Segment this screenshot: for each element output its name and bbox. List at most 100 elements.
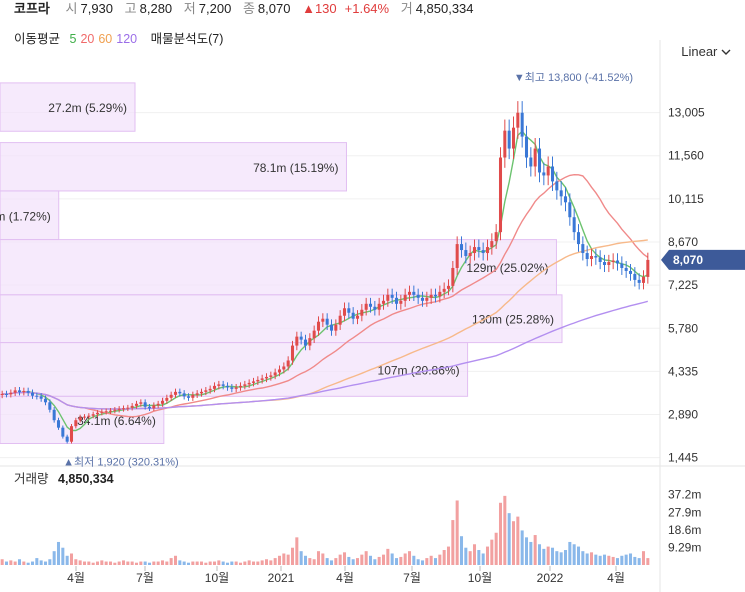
candle-body (620, 263, 624, 268)
volume-bar (4, 561, 9, 565)
volume-bar (126, 561, 130, 565)
candle-body (295, 336, 299, 346)
high-label: 고 (124, 1, 137, 16)
candle-body (69, 426, 74, 442)
volume-bar (329, 560, 334, 565)
volume-panel: 거래량 4,850,334 37.2m 27.9m 18.6m 9.29m (0, 472, 701, 565)
volume-bar (459, 536, 464, 565)
candle-body (342, 308, 347, 316)
volume-bar (615, 558, 620, 565)
candle-body (139, 402, 143, 404)
volume-panel-value: 4,850,334 (58, 472, 114, 486)
candle-body (494, 232, 498, 242)
volume-bar (260, 560, 264, 565)
scale-select[interactable]: Linear (681, 44, 731, 59)
volume-profile-bar (0, 142, 347, 192)
volume-panel-label: 거래량 (14, 472, 49, 486)
volume-bar (65, 555, 69, 565)
volume-bar (364, 551, 368, 565)
volume-bar (550, 547, 555, 565)
time-tick-label: 4월 (607, 571, 625, 585)
volume-bar (477, 550, 481, 565)
volume-profile-label: 8.83m (1.72%) (0, 209, 51, 223)
volume-bar (87, 561, 91, 565)
volume-bar (238, 562, 243, 565)
candle-body (325, 318, 329, 325)
volume-bar (334, 558, 338, 565)
volume-bar (568, 541, 572, 565)
candle-body (498, 157, 503, 233)
volume-bar (256, 561, 260, 565)
price-tick-label: 8,670 (668, 235, 698, 249)
candle-body (182, 393, 186, 397)
volume-profile-toggle[interactable]: 매물분석도(7) (150, 32, 224, 46)
low-label: 저 (183, 1, 196, 16)
volume-bar (61, 547, 65, 565)
candle-body (429, 294, 433, 298)
volume-bar (386, 548, 390, 565)
change-percent: +1.64% (344, 1, 390, 16)
candle-body (299, 336, 303, 340)
volume-bar (425, 558, 429, 565)
candle-body (104, 411, 108, 413)
volume-bar (312, 559, 316, 565)
max-price-marker: ▼최고 13,800 (-41.52%) (514, 71, 633, 84)
candle-body (247, 382, 251, 385)
volume-bar (520, 530, 524, 565)
candle-body (581, 244, 585, 254)
stock-name: 코프라 (14, 1, 50, 16)
candle-body (95, 412, 100, 415)
candle-body (455, 244, 459, 268)
candle-body (30, 392, 35, 396)
volume-tick-label: 9.29m (668, 540, 701, 554)
current-price-tag: 8,070 (661, 249, 745, 270)
volume-bar (282, 553, 286, 565)
candle-body (386, 294, 390, 301)
volume-bar (589, 552, 594, 565)
volume-bar (585, 553, 589, 565)
candle-body (373, 306, 377, 310)
candle-body (121, 408, 126, 410)
volume-bar (503, 495, 507, 565)
candle-body (607, 262, 611, 265)
candle-body (355, 315, 360, 319)
volume-bar (243, 561, 247, 565)
volume-bar (100, 560, 104, 565)
volume-bar (420, 560, 425, 565)
candle-body (52, 409, 56, 421)
candle-body (43, 398, 48, 403)
candle-body (628, 270, 633, 274)
volume-bar (78, 560, 82, 565)
candle-body (329, 324, 334, 331)
volume-bar (507, 513, 511, 565)
candle-body (165, 397, 169, 401)
volume-bar (134, 562, 139, 565)
volume-bar (117, 561, 121, 565)
candlestick-series (0, 101, 650, 444)
candle-body (390, 294, 394, 298)
volume-bar (277, 555, 282, 565)
candle-body (243, 384, 247, 386)
candle-body (126, 407, 130, 409)
volume-bar (169, 558, 173, 565)
volume-bar (108, 561, 113, 565)
volume-bar (542, 548, 546, 565)
volume-bar (355, 558, 360, 565)
candle-body (442, 288, 446, 292)
volume-bar (360, 554, 364, 565)
volume-bar (628, 553, 633, 565)
volume-bar (212, 561, 217, 565)
volume-bar (563, 550, 568, 565)
candle-body (364, 303, 368, 310)
volume-bar (182, 561, 186, 565)
volume-bar (26, 562, 30, 565)
volume-bar (412, 555, 416, 565)
candle-body (260, 378, 264, 380)
moving-average-legend[interactable]: 이동평균 5 20 60 120 매물분석도(7) (14, 28, 229, 47)
volume-bar (56, 541, 61, 565)
volume-bar (607, 555, 611, 565)
candle-body (403, 294, 407, 301)
candle-body (438, 291, 442, 297)
volume-bar (173, 555, 178, 565)
